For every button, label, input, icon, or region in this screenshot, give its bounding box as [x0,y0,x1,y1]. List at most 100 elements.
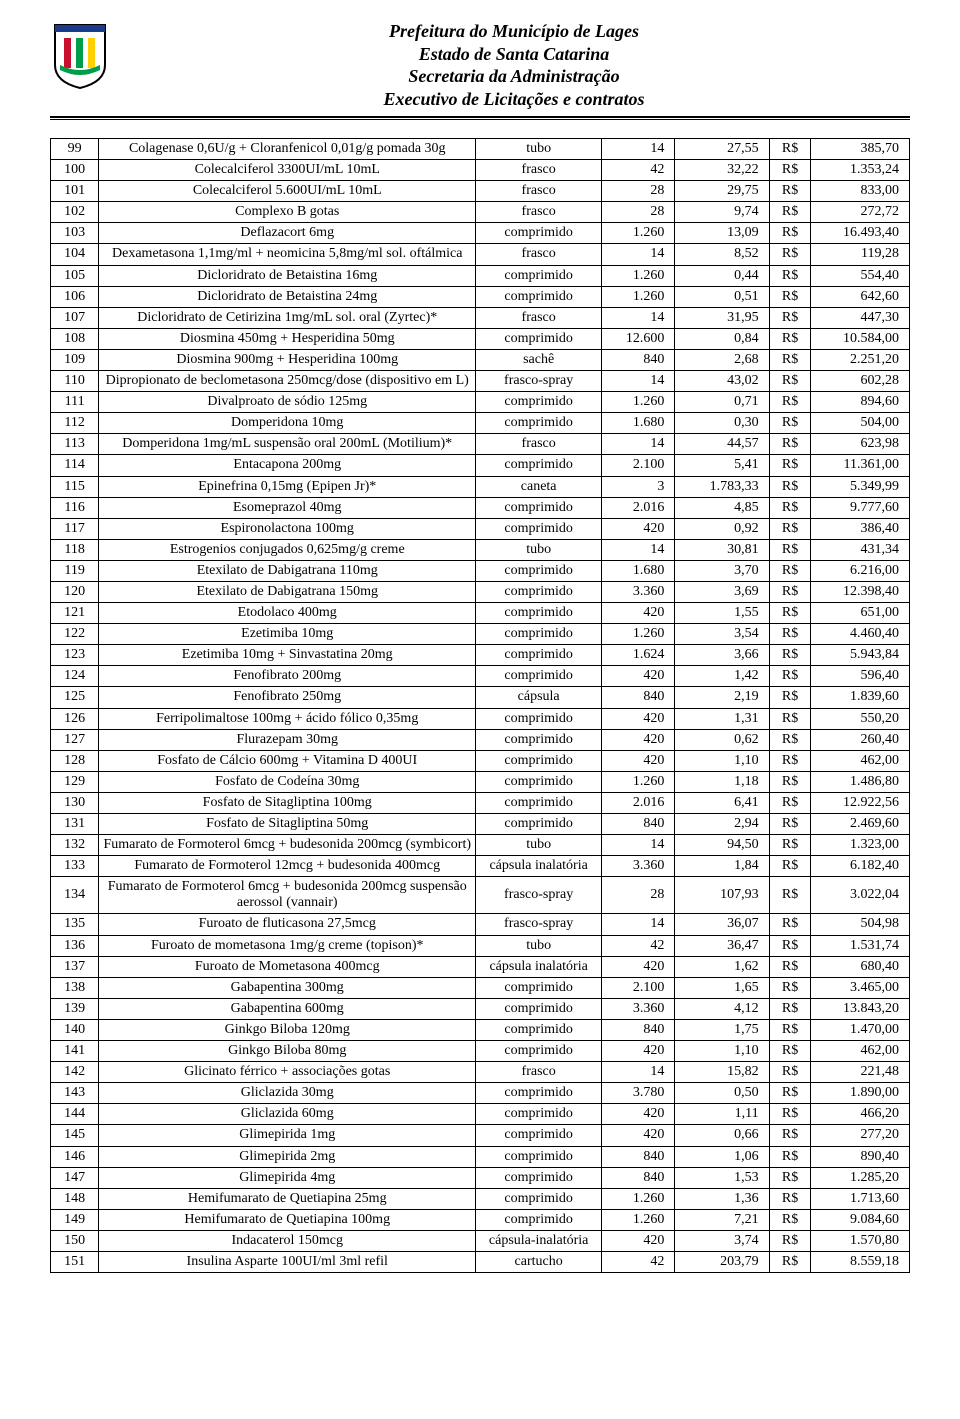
item-unit: comprimido [476,998,602,1019]
item-description: Furoato de Mometasona 400mcg [99,956,476,977]
item-currency: R$ [769,328,811,349]
item-quantity: 14 [602,434,675,455]
header-rule-bottom [50,119,910,120]
item-description: Epinefrina 0,15mg (Epipen Jr)* [99,476,476,497]
item-description: Diosmina 450mg + Hesperidina 50mg [99,328,476,349]
table-row: 110Dipropionato de beclometasona 250mcg/… [51,371,910,392]
item-quantity: 14 [602,1062,675,1083]
item-price: 107,93 [675,877,769,914]
item-number: 107 [51,307,99,328]
item-total: 13.843,20 [811,998,910,1019]
item-currency: R$ [769,814,811,835]
item-currency: R$ [769,687,811,708]
item-price: 0,71 [675,392,769,413]
item-currency: R$ [769,413,811,434]
item-number: 126 [51,708,99,729]
item-unit: comprimido [476,1083,602,1104]
item-unit: frasco [476,160,602,181]
item-currency: R$ [769,286,811,307]
item-unit: comprimido [476,1167,602,1188]
item-price: 1.783,33 [675,476,769,497]
table-row: 134Fumarato de Formoterol 6mcg + budeson… [51,877,910,914]
item-price: 44,57 [675,434,769,455]
item-total: 1.713,60 [811,1188,910,1209]
item-price: 0,50 [675,1083,769,1104]
header-line2: Estado de Santa Catarina [118,43,910,66]
item-quantity: 14 [602,244,675,265]
table-row: 107Dicloridrato de Cetirizina 1mg/mL sol… [51,307,910,328]
item-unit: cápsula [476,687,602,708]
item-price: 2,94 [675,814,769,835]
item-total: 462,00 [811,750,910,771]
item-description: Etexilato de Dabigatrana 110mg [99,560,476,581]
item-unit: comprimido [476,750,602,771]
table-row: 146Glimepirida 2mgcomprimido8401,06R$890… [51,1146,910,1167]
item-price: 0,51 [675,286,769,307]
item-description: Fosfato de Cálcio 600mg + Vitamina D 400… [99,750,476,771]
item-quantity: 14 [602,371,675,392]
item-unit: comprimido [476,581,602,602]
table-row: 147Glimepirida 4mgcomprimido8401,53R$1.2… [51,1167,910,1188]
item-number: 138 [51,977,99,998]
table-row: 105Dicloridrato de Betaistina 16mgcompri… [51,265,910,286]
item-number: 148 [51,1188,99,1209]
item-unit: cartucho [476,1251,602,1272]
item-description: Complexo B gotas [99,202,476,223]
item-total: 385,70 [811,139,910,160]
item-description: Furoato de mometasona 1mg/g creme (topis… [99,935,476,956]
item-quantity: 14 [602,835,675,856]
item-total: 602,28 [811,371,910,392]
item-price: 3,70 [675,560,769,581]
item-number: 106 [51,286,99,307]
item-total: 260,40 [811,729,910,750]
item-quantity: 420 [602,1125,675,1146]
item-price: 15,82 [675,1062,769,1083]
item-total: 1.570,80 [811,1230,910,1251]
item-number: 125 [51,687,99,708]
item-unit: frasco-spray [476,914,602,935]
header-line4: Executivo de Licitações e contratos [118,88,910,111]
item-number: 109 [51,349,99,370]
item-description: Fumarato de Formoterol 6mcg + budesonida… [99,877,476,914]
item-number: 139 [51,998,99,1019]
table-row: 135Furoato de fluticasona 27,5mcgfrasco-… [51,914,910,935]
item-description: Fenofibrato 200mg [99,666,476,687]
item-quantity: 1.680 [602,413,675,434]
item-price: 43,02 [675,371,769,392]
item-description: Fenofibrato 250mg [99,687,476,708]
item-description: Ferripolimaltose 100mg + ácido fólico 0,… [99,708,476,729]
item-price: 1,84 [675,856,769,877]
item-unit: comprimido [476,328,602,349]
item-currency: R$ [769,223,811,244]
table-row: 125Fenofibrato 250mgcápsula8402,19R$1.83… [51,687,910,708]
item-total: 3.022,04 [811,877,910,914]
item-unit: comprimido [476,814,602,835]
item-number: 120 [51,581,99,602]
item-quantity: 14 [602,139,675,160]
item-total: 1.890,00 [811,1083,910,1104]
table-row: 150Indacaterol 150mcgcápsula-inalatória4… [51,1230,910,1251]
item-total: 1.353,24 [811,160,910,181]
item-total: 1.531,74 [811,935,910,956]
item-currency: R$ [769,539,811,560]
item-number: 105 [51,265,99,286]
item-quantity: 28 [602,202,675,223]
item-number: 111 [51,392,99,413]
table-row: 144Gliclazida 60mgcomprimido4201,11R$466… [51,1104,910,1125]
item-currency: R$ [769,792,811,813]
item-currency: R$ [769,914,811,935]
item-number: 149 [51,1209,99,1230]
item-quantity: 420 [602,1041,675,1062]
item-number: 110 [51,371,99,392]
item-price: 5,41 [675,455,769,476]
item-unit: frasco-spray [476,877,602,914]
item-currency: R$ [769,560,811,581]
item-price: 32,22 [675,160,769,181]
item-currency: R$ [769,434,811,455]
item-quantity: 3.360 [602,856,675,877]
item-number: 104 [51,244,99,265]
item-unit: tubo [476,139,602,160]
item-description: Etexilato de Dabigatrana 150mg [99,581,476,602]
item-number: 131 [51,814,99,835]
item-description: Glicinato férrico + associações gotas [99,1062,476,1083]
